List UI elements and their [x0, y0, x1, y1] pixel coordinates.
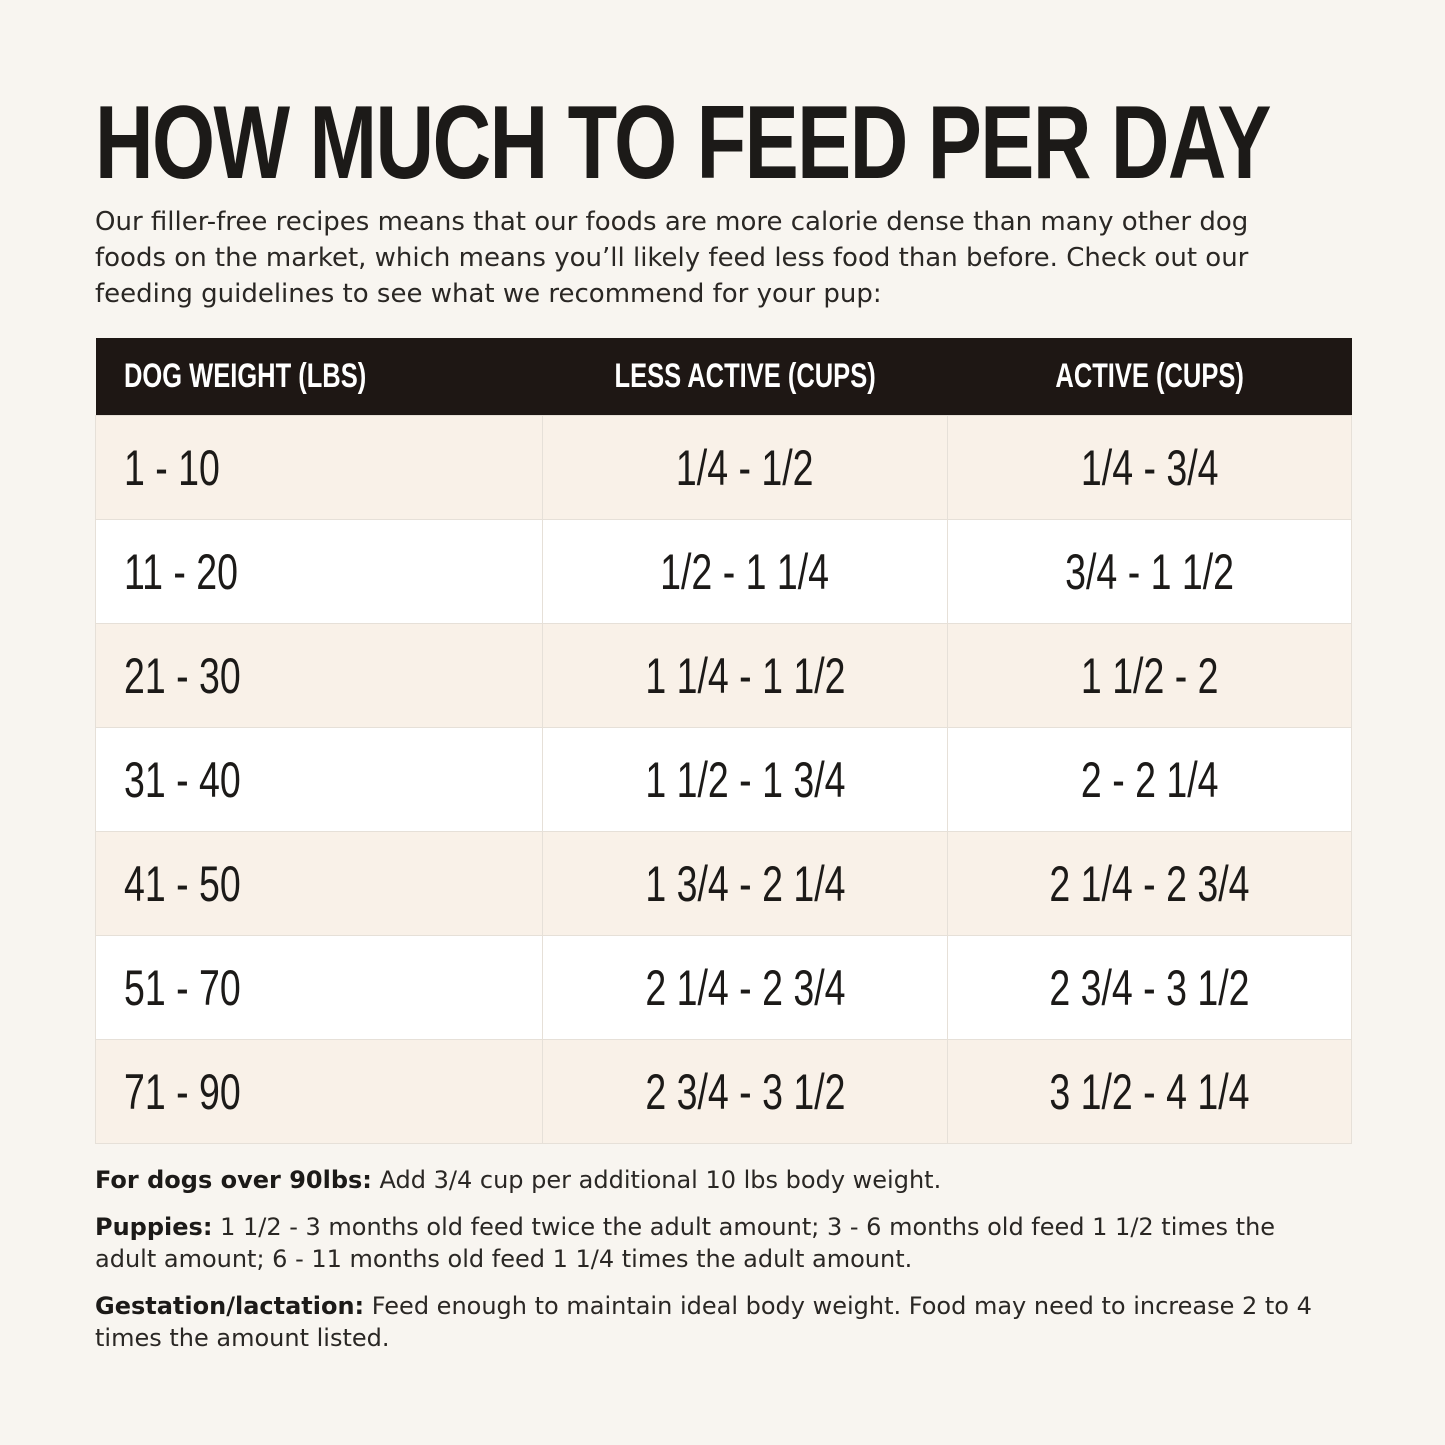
table-cell: 31 - 40	[95, 727, 543, 832]
cell-text: 31 - 40	[124, 751, 241, 808]
table-row: 41 - 50 1 3/4 - 2 1/4 2 1/4 - 2 3/4	[95, 831, 1352, 936]
column-header: LESS ACTIVE (CUPS)	[542, 338, 948, 416]
note: For dogs over 90lbs: Add 3/4 cup per add…	[95, 1164, 1325, 1196]
note-label: Puppies:	[95, 1213, 213, 1241]
table-cell: 3/4 - 1 1/2	[947, 519, 1352, 624]
cell-text: 2 1/4 - 2 3/4	[1049, 855, 1250, 912]
intro: Our filler-free recipes means that our f…	[95, 207, 1249, 309]
table-cell: 2 - 2 1/4	[947, 727, 1352, 832]
cell-text: 2 - 2 1/4	[1080, 751, 1219, 808]
note: Puppies: 1 1/2 - 3 months old feed twice…	[95, 1211, 1325, 1275]
table-cell: 41 - 50	[95, 831, 543, 936]
table-cell: 2 1/4 - 2 3/4	[947, 831, 1352, 936]
table-row: 71 - 90 2 3/4 - 3 1/2 3 1/2 - 4 1/4	[95, 1039, 1352, 1144]
table-cell: 71 - 90	[95, 1039, 543, 1144]
table-cell: 2 1/4 - 2 3/4	[542, 935, 948, 1040]
table-cell: 1/4 - 1/2	[542, 415, 948, 520]
table-cell: 1 - 10	[95, 415, 543, 520]
table-cell: 1 3/4 - 2 1/4	[542, 831, 948, 936]
table-row: 51 - 70 2 1/4 - 2 3/4 2 3/4 - 3 1/2	[95, 935, 1352, 1040]
notes: For dogs over 90lbs: Add 3/4 cup per add…	[95, 1164, 1325, 1369]
cell-text: 1 - 10	[124, 439, 220, 496]
cell-text: 2 1/4 - 2 3/4	[644, 959, 846, 1016]
cell-text: 3/4 - 1 1/2	[1065, 543, 1234, 600]
table-row: 21 - 30 1 1/4 - 1 1/2 1 1/2 - 2	[95, 623, 1352, 728]
note-label: For dogs over 90lbs:	[95, 1166, 372, 1194]
table-cell: 51 - 70	[95, 935, 543, 1040]
cell-text: 2 3/4 - 3 1/2	[1049, 959, 1250, 1016]
cell-text: 11 - 20	[124, 543, 238, 600]
column-header: DOG WEIGHT (LBS)	[95, 338, 543, 416]
cell-text: 1/4 - 1/2	[676, 439, 814, 496]
cell-text: 1 1/4 - 1 1/2	[644, 647, 846, 704]
cell-text: 51 - 70	[124, 959, 241, 1016]
table-cell: 1 1/2 - 1 3/4	[542, 727, 948, 832]
table-header: DOG WEIGHT (LBS) LESS ACTIVE (CUPS) ACTIVE…	[95, 338, 1352, 416]
table-cell: 11 - 20	[95, 519, 543, 624]
table-row: 1 - 10 1/4 - 1/2 1/4 - 3/4	[95, 415, 1352, 520]
cell-text: 71 - 90	[124, 1063, 241, 1120]
column-header-text: DOG WEIGHT (LBS)	[123, 357, 366, 395]
cell-text: 1 3/4 - 2 1/4	[644, 855, 846, 912]
cell-text: 21 - 30	[124, 647, 241, 704]
column-header-text: LESS ACTIVE (CUPS)	[614, 357, 876, 395]
table-cell: 3 1/2 - 4 1/4	[947, 1039, 1352, 1144]
table-body: 1 - 10 1/4 - 1/2 1/4 - 3/4 11 - 20 1/2 - 1 1…	[95, 415, 1352, 1144]
note-label: Gestation/lactation:	[95, 1292, 365, 1320]
column-header-text: ACTIVE (CUPS)	[1055, 357, 1244, 395]
cell-text: 2 3/4 - 3 1/2	[644, 1063, 846, 1120]
table-cell: 21 - 30	[95, 623, 543, 728]
table-row: 11 - 20 1/2 - 1 1/4 3/4 - 1 1/2	[95, 519, 1352, 624]
title: HOW MUCH TO FEED PER DAY	[95, 85, 1272, 201]
table-cell: 1 1/2 - 2	[947, 623, 1352, 728]
note-text: Add 3/4 cup per additional 10 lbs body w…	[379, 1166, 942, 1194]
note-text: Feed enough to maintain ideal body weigh…	[95, 1292, 1312, 1352]
column-header: ACTIVE (CUPS)	[947, 338, 1352, 416]
table-cell: 2 3/4 - 3 1/2	[947, 935, 1352, 1040]
note-text: 1 1/2 - 3 months old feed twice the adul…	[95, 1213, 1276, 1273]
cell-text: 1 1/2 - 2	[1080, 647, 1219, 704]
table-cell: 2 3/4 - 3 1/2	[542, 1039, 948, 1144]
cell-text: 1 1/2 - 1 3/4	[644, 751, 846, 808]
table-row: 31 - 40 1 1/2 - 1 3/4 2 - 2 1/4	[95, 727, 1352, 832]
cell-text: 1/4 - 3/4	[1080, 439, 1219, 496]
feeding-table: DOG WEIGHT (LBS) LESS ACTIVE (CUPS) ACTIVE…	[95, 338, 1352, 1144]
table-cell: 1/4 - 3/4	[947, 415, 1352, 520]
cell-text: 3 1/2 - 4 1/4	[1049, 1063, 1250, 1120]
note: Gestation/lactation: Feed enough to main…	[95, 1290, 1325, 1354]
cell-text: 41 - 50	[124, 855, 241, 912]
table-cell: 1/2 - 1 1/4	[542, 519, 948, 624]
cell-text: 1/2 - 1 1/4	[660, 543, 830, 600]
table-cell: 1 1/4 - 1 1/2	[542, 623, 948, 728]
